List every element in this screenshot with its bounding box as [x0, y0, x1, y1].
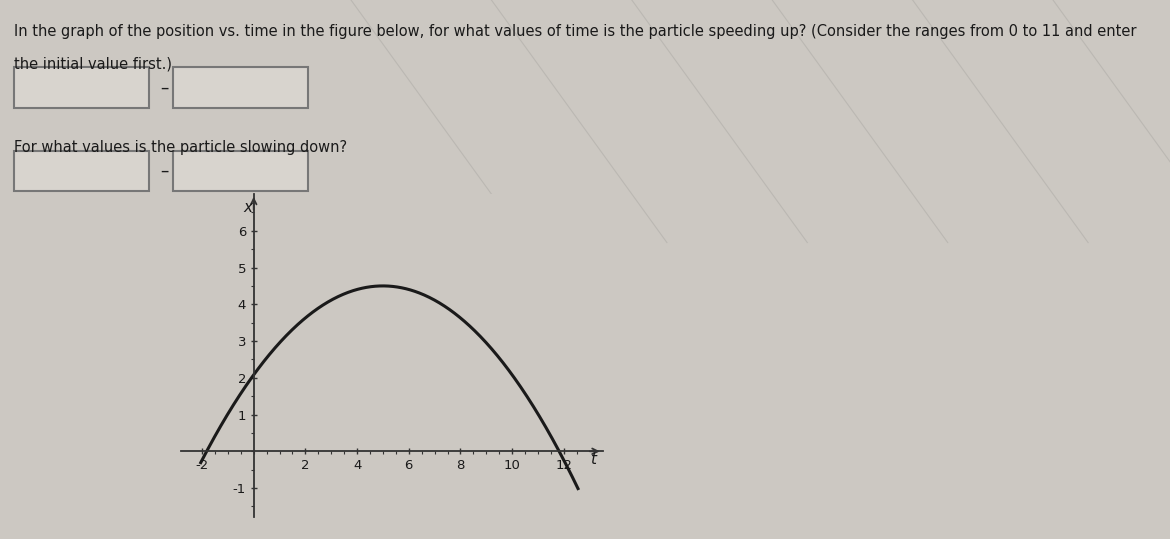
- Text: –: –: [160, 79, 168, 96]
- Text: the initial value first.): the initial value first.): [14, 57, 172, 72]
- Text: For what values is the particle slowing down?: For what values is the particle slowing …: [14, 140, 347, 155]
- Bar: [14, 67, 149, 108]
- Bar: [173, 151, 308, 191]
- Text: t: t: [591, 452, 597, 467]
- Bar: [173, 67, 308, 108]
- Bar: [14, 151, 149, 191]
- Text: x: x: [243, 199, 253, 215]
- Text: –: –: [160, 162, 168, 180]
- Text: In the graph of the position vs. time in the figure below, for what values of ti: In the graph of the position vs. time in…: [14, 24, 1136, 39]
